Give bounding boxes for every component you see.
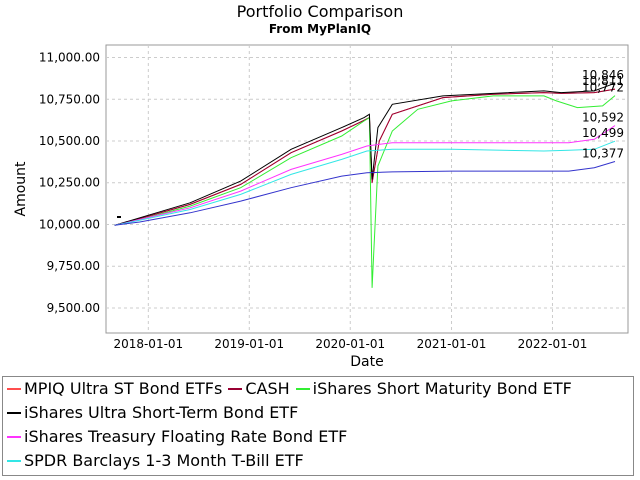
- end-value-label: 10,499: [582, 126, 624, 140]
- x-tick-label: 2019-01-01: [214, 337, 284, 351]
- legend-label: CASH: [245, 379, 290, 398]
- end-value-label: 10,377: [582, 147, 624, 161]
- legend-item: CASH: [228, 378, 290, 400]
- series-line: [114, 82, 616, 226]
- legend-label: iShares Short Maturity Bond ETF: [312, 379, 572, 398]
- x-axis-label: Date: [350, 354, 383, 370]
- legend-row: SPDR Barclays 1-3 Month T-Bill ETF: [7, 450, 310, 472]
- legend-item: iShares Short Maturity Bond ETF: [295, 378, 572, 400]
- legend: MPIQ Ultra ST Bond ETFs CASH iShares Short…: [2, 376, 634, 476]
- y-tick-label: 11,000.00: [39, 51, 100, 65]
- end-value-label: 10,592: [582, 111, 624, 125]
- legend-swatch: [7, 435, 21, 438]
- plot-area: [105, 44, 629, 334]
- legend-swatch: [7, 387, 21, 390]
- legend-row: iShares Treasury Floating Rate Bond ETF: [7, 426, 353, 448]
- y-tick-label: 9,750.00: [47, 259, 100, 273]
- x-tick-label: 2018-01-01: [113, 337, 183, 351]
- legend-swatch: [7, 459, 21, 462]
- legend-swatch: [295, 387, 310, 390]
- x-axis-ticks: 2018-01-01 2019-01-01 2020-01-01 2021-01-01…: [113, 337, 587, 351]
- legend-item: iShares Ultra Short-Term Bond ETF: [7, 402, 298, 424]
- portfolio-chart: Portfolio Comparison From MyPlanIQ 9,500…: [13, 2, 629, 370]
- legend-label: SPDR Barclays 1-3 Month T-Bill ETF: [24, 451, 304, 470]
- x-tick-label: 2020-01-01: [315, 337, 385, 351]
- legend-swatch: [228, 387, 243, 390]
- y-tick-label: 10,250.00: [39, 176, 100, 190]
- series-line: [114, 95, 616, 288]
- series-line: [114, 125, 616, 226]
- chart-subtitle: From MyPlanIQ: [269, 22, 371, 36]
- legend-swatch: [7, 411, 21, 414]
- legend-label: iShares Treasury Floating Rate Bond ETF: [24, 427, 348, 446]
- series-line: [114, 161, 616, 226]
- legend-label: iShares Ultra Short-Term Bond ETF: [24, 403, 299, 422]
- x-tick-label: 2021-01-01: [417, 337, 487, 351]
- series-line: [114, 140, 616, 226]
- legend-item: MPIQ Ultra ST Bond ETFs: [7, 378, 222, 400]
- start-marker: [117, 216, 121, 218]
- series-line: [114, 88, 616, 226]
- y-tick-label: 10,500.00: [39, 134, 100, 148]
- x-tick-label: 2022-01-01: [518, 337, 588, 351]
- legend-row: MPIQ Ultra ST Bond ETFs CASH iShares Short…: [7, 378, 578, 400]
- series-lines: [114, 82, 616, 288]
- legend-item: SPDR Barclays 1-3 Month T-Bill ETF: [7, 450, 304, 472]
- legend-label: MPIQ Ultra ST Bond ETFs: [24, 379, 223, 398]
- legend-item: iShares Treasury Floating Rate Bond ETF: [7, 426, 347, 448]
- end-value-label: 10,846: [582, 68, 624, 82]
- legend-row: iShares Ultra Short-Term Bond ETF: [7, 402, 304, 424]
- end-value-label: 10,811: [582, 74, 624, 88]
- end-value-label: 10,772: [582, 81, 624, 95]
- y-tick-label: 10,000.00: [39, 217, 100, 231]
- y-axis-label: Amount: [13, 161, 29, 217]
- y-tick-label: 10,750.00: [39, 92, 100, 106]
- y-tick-label: 9,500.00: [47, 301, 100, 315]
- chart-title: Portfolio Comparison: [237, 2, 404, 21]
- y-axis-ticks: 9,500.00 9,750.00 10,000.00 10,250.00 10,500…: [39, 51, 100, 315]
